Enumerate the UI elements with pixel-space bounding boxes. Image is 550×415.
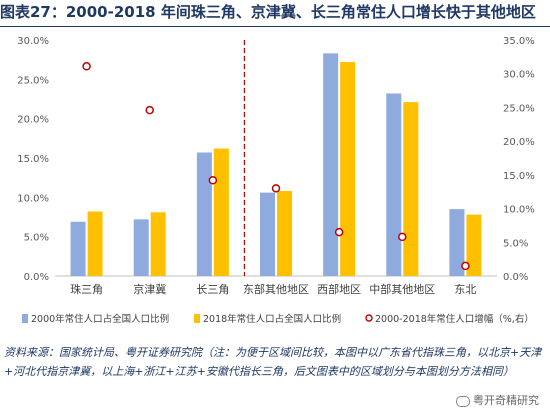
- growth-point: [82, 62, 91, 71]
- bar-2000: [260, 192, 275, 276]
- growth-point: [461, 261, 470, 271]
- bar-2000: [70, 221, 86, 276]
- bar-2018: [87, 211, 103, 276]
- bar-2018: [340, 62, 356, 276]
- x-tick-label: 西部地区: [317, 282, 361, 296]
- growth-point: [334, 227, 344, 237]
- watermark: 粤开奇精研究: [453, 391, 542, 409]
- y-left-tick-label: 10.0%: [17, 193, 49, 204]
- legend-label: 2000年常住人口占全国人口比例: [31, 313, 169, 325]
- growth-point: [271, 184, 281, 193]
- bar-2018: [150, 212, 166, 276]
- y-right-tick-label: 20.0%: [503, 137, 535, 148]
- bar-2000: [133, 219, 149, 276]
- x-tick-label: 东部其他地区: [243, 282, 309, 296]
- legend-swatch: [365, 314, 373, 322]
- y-right-tick-label: 15.0%: [503, 171, 535, 182]
- chart-title: 图表27：2000-2018 年间珠三角、京津冀、长三角常住人口增长快于其他地区: [0, 3, 536, 21]
- y-right-tick-label: 35.0%: [503, 36, 535, 47]
- y-right-tick-label: 0.0%: [503, 272, 528, 283]
- legend-swatch: [194, 314, 200, 323]
- y-right-tick-label: 30.0%: [503, 70, 535, 81]
- y-left-tick-label: 5.0%: [24, 233, 49, 244]
- x-tick-label: 长三角: [196, 283, 229, 296]
- y-left-tick-label: 0.0%: [24, 272, 49, 283]
- x-tick-label: 中部其他地区: [369, 282, 435, 296]
- bar-2018: [403, 102, 419, 276]
- y-left-tick-label: 25.0%: [17, 75, 49, 86]
- bar-2018: [277, 191, 292, 276]
- y-right-tick-label: 5.0%: [503, 238, 528, 249]
- growth-point: [398, 232, 407, 242]
- bar-2018: [213, 148, 229, 276]
- legend-label: 2018年常住人口占全国人口比例: [203, 313, 341, 325]
- wechat-icon: [456, 395, 470, 407]
- legend-label: 2000-2018年常住人口增幅（%,右）: [375, 313, 534, 325]
- bar-2000: [449, 209, 465, 276]
- legend-swatch: [22, 314, 28, 323]
- x-tick-label: 珠三角: [70, 282, 103, 296]
- x-tick-label: 东北: [454, 283, 476, 296]
- growth-point: [145, 105, 154, 115]
- y-left-tick-label: 20.0%: [17, 115, 49, 126]
- bar-2000: [386, 93, 402, 276]
- source-note: 资料来源：国家统计局、粤开证券研究院（注：为便于区域间比较，本图中以广东省代指珠…: [4, 346, 542, 378]
- growth-point: [208, 176, 218, 185]
- watermark-text: 粤开奇精研究: [473, 394, 539, 407]
- y-left-tick-label: 30.0%: [17, 36, 49, 47]
- title-underline: [0, 26, 550, 27]
- x-tick-label: 京津冀: [133, 282, 166, 296]
- y-right-tick-label: 10.0%: [503, 205, 535, 216]
- bar-2018: [466, 214, 482, 276]
- bar-2000: [323, 53, 339, 276]
- bar-chart: 0.0% 5.0% 10.0% 15.0% 20.0% 25.0% 30.0% 0.0% 5.0…: [17, 36, 535, 325]
- y-right-tick-label: 25.0%: [503, 103, 535, 114]
- bar-2000: [196, 152, 212, 276]
- y-left-tick-label: 15.0%: [17, 154, 49, 165]
